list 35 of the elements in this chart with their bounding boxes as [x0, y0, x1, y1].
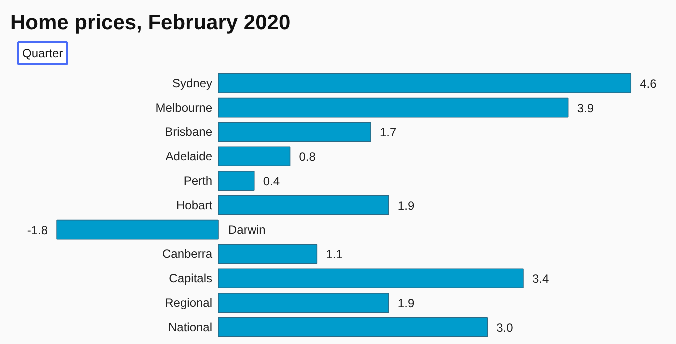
y-tick-label: Darwin — [228, 222, 266, 237]
bar — [218, 268, 524, 289]
chart-subtitle: Quarter — [22, 46, 64, 60]
bar — [218, 196, 390, 216]
data-label: 0.8 — [299, 150, 316, 164]
bar — [218, 98, 569, 118]
bar — [218, 122, 372, 142]
y-tick-label: Sydney — [172, 76, 213, 90]
y-tick-label: Perth — [184, 174, 213, 188]
bar — [56, 220, 219, 240]
data-label: 1.1 — [326, 248, 344, 262]
y-tick-label: Regional — [165, 296, 213, 310]
data-label: 3.4 — [532, 272, 550, 286]
data-label: 3.0 — [496, 320, 514, 335]
y-tick-label: Hobart — [176, 198, 214, 212]
y-tick-label: Canberra — [162, 247, 213, 262]
chart-title: Home prices, February 2020 — [10, 12, 291, 34]
y-tick-label: Adelaide — [166, 150, 213, 164]
bar — [218, 293, 390, 313]
y-tick-label: Capitals — [169, 272, 213, 286]
data-label: 1.9 — [398, 198, 415, 213]
y-tick-label: Melbourne — [156, 100, 213, 115]
data-label: 3.9 — [577, 101, 594, 116]
data-label: 0.4 — [263, 174, 280, 189]
y-tick-label: National — [168, 320, 213, 334]
y-tick-label: Brisbane — [165, 125, 213, 140]
data-label: 1.7 — [380, 126, 397, 140]
data-label: 1.9 — [398, 296, 415, 311]
bar — [218, 318, 488, 338]
data-label: -1.8 — [27, 223, 48, 238]
bar — [218, 244, 318, 264]
bar — [218, 74, 632, 94]
data-label: 4.6 — [640, 76, 658, 91]
bar — [218, 171, 255, 191]
bar — [218, 146, 291, 167]
